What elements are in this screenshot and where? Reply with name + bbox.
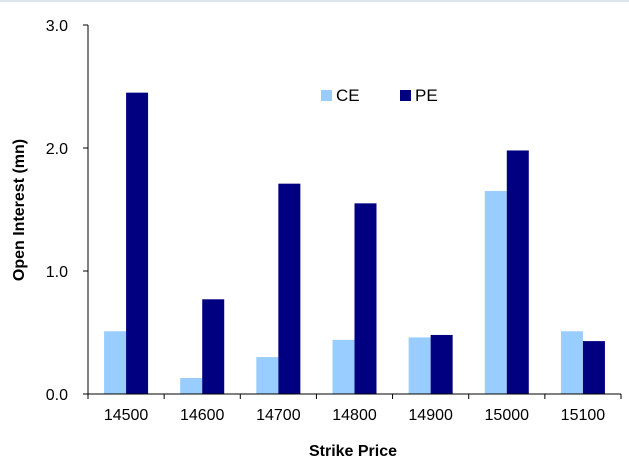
legend: CE PE [321, 86, 438, 105]
y-tick-label: 2.0 [46, 141, 68, 158]
bars-layer [104, 92, 605, 395]
x-tick-label: 14600 [180, 407, 225, 424]
legend-label-ce: CE [336, 86, 360, 105]
bar-pe-14600 [202, 299, 225, 394]
legend-swatch-pe [400, 90, 411, 101]
bar-pe-15100 [582, 341, 605, 394]
y-tick-label: 3.0 [46, 18, 68, 35]
bar-ce-15000 [484, 191, 507, 394]
ticks-layer: 0.0 1.0 2.0 3.0 14500 14600 14700 14800 14900 150… [46, 18, 622, 424]
x-tick-label: 14700 [256, 407, 301, 424]
bar-ce-14900 [408, 337, 431, 394]
x-tick-label: 14900 [408, 407, 453, 424]
bar-ce-15100 [560, 331, 583, 394]
x-tick-label: 15000 [485, 407, 530, 424]
top-border-line [0, 0, 629, 2]
bar-ce-14500 [104, 331, 127, 394]
legend-label-pe: PE [415, 86, 438, 105]
bar-pe-14800 [354, 203, 377, 394]
bar-pe-14500 [126, 92, 149, 395]
x-tick-label: 14800 [332, 407, 377, 424]
x-tick-label: 15100 [561, 407, 606, 424]
bar-ce-14600 [180, 378, 203, 394]
bar-pe-14700 [278, 183, 301, 394]
x-tick-label: 14500 [104, 407, 149, 424]
bar-pe-14900 [430, 334, 453, 394]
y-axis-title: Open Interest (mn) [11, 139, 28, 281]
y-tick-label: 1.0 [46, 264, 68, 281]
x-axis-title: Strike Price [309, 443, 397, 459]
bar-pe-15000 [506, 150, 529, 394]
bar-ce-14800 [332, 339, 355, 394]
y-tick-label: 0.0 [46, 387, 68, 404]
legend-swatch-ce [321, 90, 332, 101]
bar-ce-14700 [256, 357, 279, 394]
